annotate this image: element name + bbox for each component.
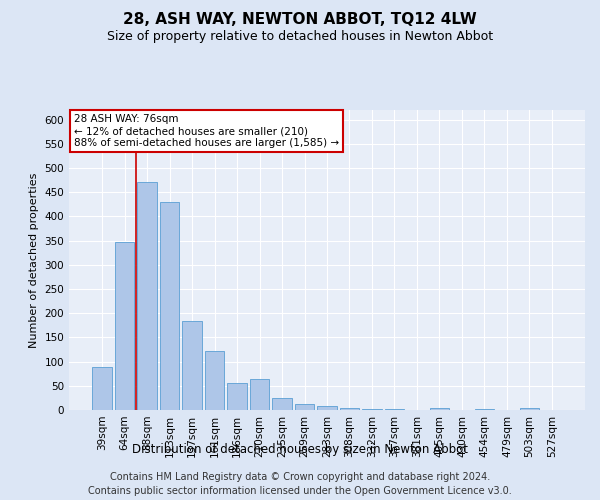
Bar	[385, 409, 404, 410]
Bar	[272, 398, 292, 410]
Bar	[475, 408, 494, 410]
Bar	[295, 404, 314, 410]
Text: Contains HM Land Registry data © Crown copyright and database right 2024.: Contains HM Land Registry data © Crown c…	[110, 472, 490, 482]
Y-axis label: Number of detached properties: Number of detached properties	[29, 172, 39, 348]
Text: Size of property relative to detached houses in Newton Abbot: Size of property relative to detached ho…	[107, 30, 493, 43]
Bar	[227, 384, 247, 410]
Bar	[362, 408, 382, 410]
Bar	[205, 351, 224, 410]
Bar	[340, 408, 359, 410]
Bar	[137, 182, 157, 410]
Text: 28 ASH WAY: 76sqm
← 12% of detached houses are smaller (210)
88% of semi-detache: 28 ASH WAY: 76sqm ← 12% of detached hous…	[74, 114, 339, 148]
Bar	[182, 322, 202, 410]
Bar	[92, 368, 112, 410]
Bar	[317, 406, 337, 410]
Bar	[160, 202, 179, 410]
Text: 28, ASH WAY, NEWTON ABBOT, TQ12 4LW: 28, ASH WAY, NEWTON ABBOT, TQ12 4LW	[123, 12, 477, 28]
Bar	[520, 408, 539, 410]
Text: Distribution of detached houses by size in Newton Abbot: Distribution of detached houses by size …	[132, 442, 468, 456]
Bar	[430, 408, 449, 410]
Bar	[115, 242, 134, 410]
Bar	[250, 378, 269, 410]
Text: Contains public sector information licensed under the Open Government Licence v3: Contains public sector information licen…	[88, 486, 512, 496]
